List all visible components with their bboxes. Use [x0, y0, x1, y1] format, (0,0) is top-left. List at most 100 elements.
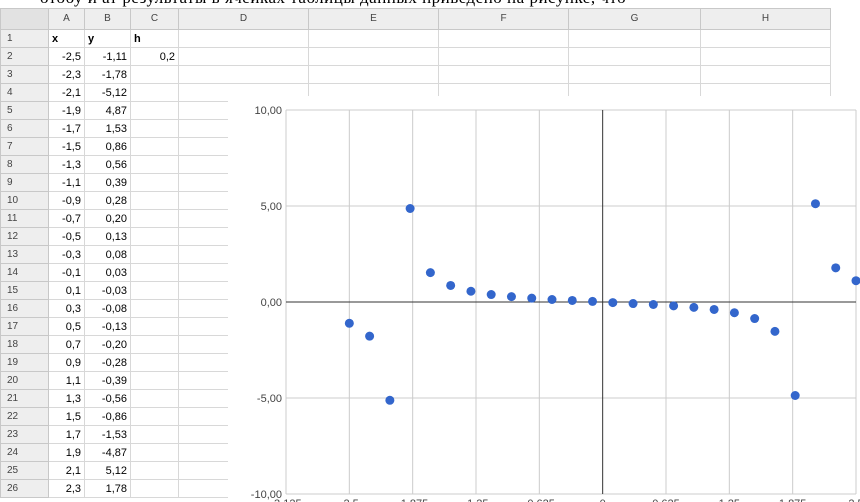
cell-c[interactable] — [130, 119, 179, 138]
cell-a[interactable]: 0,7 — [48, 335, 85, 354]
row-header[interactable]: 22 — [0, 407, 49, 426]
row-header[interactable]: 2 — [0, 47, 49, 66]
cell-b[interactable]: -0,39 — [84, 371, 131, 390]
cell-b[interactable]: y — [84, 29, 131, 48]
cell-b[interactable]: -0,13 — [84, 317, 131, 336]
cell-empty[interactable] — [178, 65, 309, 84]
row-header[interactable]: 18 — [0, 335, 49, 354]
row-header[interactable]: 25 — [0, 461, 49, 480]
cell-b[interactable]: 1,78 — [84, 479, 131, 498]
cell-b[interactable]: 0,39 — [84, 173, 131, 192]
row-header[interactable]: 13 — [0, 245, 49, 264]
cell-b[interactable]: -0,86 — [84, 407, 131, 426]
cell-a[interactable]: -1,7 — [48, 119, 85, 138]
row-header[interactable]: 10 — [0, 191, 49, 210]
cell-b[interactable]: -1,78 — [84, 65, 131, 84]
cell-b[interactable]: -1,11 — [84, 47, 131, 66]
cell-a[interactable]: 1,9 — [48, 443, 85, 462]
cell-b[interactable]: -4,87 — [84, 443, 131, 462]
cell-b[interactable]: -0,20 — [84, 335, 131, 354]
cell-b[interactable]: 0,08 — [84, 245, 131, 264]
cell-b[interactable]: 0,20 — [84, 209, 131, 228]
cell-a[interactable]: -2,5 — [48, 47, 85, 66]
cell-empty[interactable] — [700, 29, 831, 48]
cell-c[interactable] — [130, 407, 179, 426]
row-header[interactable]: 8 — [0, 155, 49, 174]
cell-a[interactable]: -0,1 — [48, 263, 85, 282]
row-header[interactable]: 16 — [0, 299, 49, 318]
cell-c[interactable]: 0,2 — [130, 47, 179, 66]
select-all-corner[interactable] — [0, 8, 49, 30]
cell-b[interactable]: -0,08 — [84, 299, 131, 318]
cell-b[interactable]: -5,12 — [84, 83, 131, 102]
cell-a[interactable]: x — [48, 29, 85, 48]
row-header[interactable]: 12 — [0, 227, 49, 246]
cell-c[interactable] — [130, 191, 179, 210]
column-header-g[interactable]: G — [568, 8, 701, 30]
column-header-b[interactable]: B — [84, 8, 131, 30]
cell-c[interactable] — [130, 353, 179, 372]
row-header[interactable]: 17 — [0, 317, 49, 336]
row-header[interactable]: 4 — [0, 83, 49, 102]
cell-a[interactable]: -1,9 — [48, 101, 85, 120]
cell-c[interactable] — [130, 371, 179, 390]
cell-a[interactable]: -0,5 — [48, 227, 85, 246]
cell-a[interactable]: -1,3 — [48, 155, 85, 174]
cell-empty[interactable] — [438, 47, 569, 66]
cell-c[interactable] — [130, 389, 179, 408]
cell-c[interactable] — [130, 263, 179, 282]
column-header-h[interactable]: H — [700, 8, 831, 30]
cell-empty[interactable] — [178, 47, 309, 66]
cell-b[interactable]: 0,03 — [84, 263, 131, 282]
column-header-f[interactable]: F — [438, 8, 569, 30]
cell-empty[interactable] — [178, 29, 309, 48]
cell-a[interactable]: -2,3 — [48, 65, 85, 84]
cell-b[interactable]: -1,53 — [84, 425, 131, 444]
cell-b[interactable]: 0,28 — [84, 191, 131, 210]
row-header[interactable]: 19 — [0, 353, 49, 372]
cell-c[interactable] — [130, 461, 179, 480]
cell-empty[interactable] — [568, 65, 701, 84]
cell-a[interactable]: 1,5 — [48, 407, 85, 426]
cell-empty[interactable] — [438, 29, 569, 48]
cell-empty[interactable] — [568, 47, 701, 66]
cell-c[interactable] — [130, 479, 179, 498]
cell-empty[interactable] — [308, 47, 439, 66]
cell-c[interactable] — [130, 83, 179, 102]
row-header[interactable]: 26 — [0, 479, 49, 498]
cell-a[interactable]: -1,5 — [48, 137, 85, 156]
cell-c[interactable] — [130, 317, 179, 336]
cell-c[interactable] — [130, 155, 179, 174]
cell-a[interactable]: 0,5 — [48, 317, 85, 336]
cell-c[interactable] — [130, 137, 179, 156]
cell-b[interactable]: 5,12 — [84, 461, 131, 480]
cell-b[interactable]: -0,28 — [84, 353, 131, 372]
row-header[interactable]: 20 — [0, 371, 49, 390]
cell-b[interactable]: -0,56 — [84, 389, 131, 408]
cell-a[interactable]: 0,9 — [48, 353, 85, 372]
row-header[interactable]: 15 — [0, 281, 49, 300]
cell-a[interactable]: -2,1 — [48, 83, 85, 102]
cell-c[interactable] — [130, 245, 179, 264]
cell-c[interactable] — [130, 227, 179, 246]
cell-c[interactable] — [130, 101, 179, 120]
cell-a[interactable]: -0,3 — [48, 245, 85, 264]
cell-a[interactable]: 1,1 — [48, 371, 85, 390]
cell-a[interactable]: 1,7 — [48, 425, 85, 444]
row-header[interactable]: 23 — [0, 425, 49, 444]
cell-a[interactable]: 0,3 — [48, 299, 85, 318]
column-header-d[interactable]: D — [178, 8, 309, 30]
cell-empty[interactable] — [308, 65, 439, 84]
cell-c[interactable] — [130, 425, 179, 444]
row-header[interactable]: 14 — [0, 263, 49, 282]
cell-empty[interactable] — [308, 29, 439, 48]
cell-a[interactable]: -0,7 — [48, 209, 85, 228]
row-header[interactable]: 9 — [0, 173, 49, 192]
row-header[interactable]: 1 — [0, 29, 49, 48]
row-header[interactable]: 7 — [0, 137, 49, 156]
cell-b[interactable]: 4,87 — [84, 101, 131, 120]
cell-c[interactable] — [130, 173, 179, 192]
cell-c[interactable] — [130, 443, 179, 462]
cell-a[interactable]: 2,1 — [48, 461, 85, 480]
cell-b[interactable]: 1,53 — [84, 119, 131, 138]
